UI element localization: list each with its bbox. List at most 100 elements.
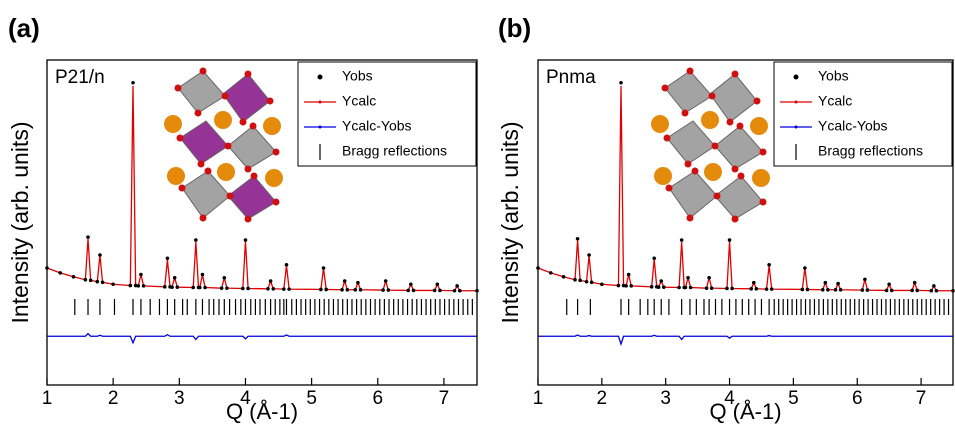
data-point bbox=[165, 256, 170, 261]
data-point bbox=[725, 286, 729, 291]
data-point bbox=[411, 288, 416, 293]
legend-label: Ycalc-Yobs bbox=[342, 118, 412, 134]
x-tick-label: 4 bbox=[240, 388, 251, 409]
data-point bbox=[800, 287, 805, 292]
data-point bbox=[83, 277, 88, 282]
data-point bbox=[889, 288, 894, 293]
panel-title: P21/n bbox=[55, 67, 105, 88]
x-tick-label: 1 bbox=[42, 388, 53, 409]
data-point bbox=[198, 285, 202, 290]
data-point bbox=[833, 287, 838, 292]
legend-box bbox=[773, 61, 953, 167]
data-point bbox=[803, 266, 807, 270]
data-point bbox=[98, 253, 102, 257]
data-point bbox=[884, 288, 889, 293]
data-point bbox=[241, 286, 245, 291]
series-line bbox=[538, 334, 953, 347]
data-point bbox=[170, 285, 174, 289]
data-point bbox=[458, 288, 462, 293]
x-tick-label: 5 bbox=[788, 388, 799, 409]
data-point bbox=[324, 287, 328, 292]
y-axis-label: Intensity (arb. units) bbox=[7, 122, 33, 324]
data-point bbox=[823, 280, 828, 285]
data-point bbox=[683, 285, 688, 290]
data-point bbox=[589, 280, 594, 285]
x-tick-label: 3 bbox=[174, 388, 185, 409]
x-tick-label: 2 bbox=[597, 388, 608, 409]
data-point bbox=[616, 283, 621, 288]
data-point bbox=[619, 80, 623, 85]
legend-symbol bbox=[794, 100, 798, 104]
data-point bbox=[764, 287, 769, 291]
data-point bbox=[353, 287, 358, 292]
data-point bbox=[175, 285, 180, 289]
data-point bbox=[584, 279, 589, 284]
data-point bbox=[709, 286, 714, 290]
legend-symbol bbox=[318, 100, 322, 104]
crystal-structure bbox=[650, 67, 771, 223]
legend-label: Yobs bbox=[818, 68, 849, 84]
data-point bbox=[932, 284, 936, 288]
data-point bbox=[805, 287, 810, 292]
y-axis-label: Intensity (arb. units) bbox=[497, 122, 523, 324]
data-point bbox=[863, 277, 867, 282]
data-point bbox=[246, 286, 250, 291]
data-point bbox=[754, 287, 759, 291]
data-point bbox=[356, 280, 360, 285]
data-point bbox=[826, 287, 830, 292]
data-point bbox=[200, 272, 205, 277]
x-axis-label: Q (Å-1) bbox=[226, 399, 298, 424]
data-point bbox=[561, 274, 566, 279]
data-point bbox=[194, 238, 198, 242]
data-point bbox=[887, 282, 891, 287]
panel-title: Pnma bbox=[546, 67, 596, 88]
data-point bbox=[409, 282, 413, 287]
legend-label: Ycalc bbox=[818, 93, 852, 109]
data-point bbox=[860, 288, 865, 292]
data-point bbox=[704, 286, 709, 290]
data-point bbox=[438, 288, 442, 293]
data-point bbox=[934, 288, 939, 293]
data-point bbox=[128, 283, 133, 288]
data-point bbox=[139, 272, 143, 277]
data-point bbox=[100, 280, 105, 285]
x-axis-label: Q (Å-1) bbox=[709, 399, 781, 424]
data-point bbox=[624, 284, 628, 288]
data-point bbox=[652, 256, 656, 261]
data-point bbox=[172, 275, 177, 280]
data-point bbox=[342, 279, 347, 283]
x-tick-label: 2 bbox=[108, 388, 119, 409]
data-point bbox=[321, 266, 326, 270]
data-point bbox=[435, 282, 440, 287]
legend-label: Bragg reflections bbox=[342, 143, 447, 159]
x-tick-label: 1 bbox=[533, 388, 544, 409]
data-point bbox=[191, 285, 195, 290]
data-point bbox=[767, 262, 771, 267]
legend-symbol bbox=[793, 74, 799, 80]
plot-frame bbox=[537, 59, 954, 386]
legend-symbol bbox=[317, 74, 323, 80]
x-tick-label: 3 bbox=[660, 388, 671, 409]
x-tick-label: 5 bbox=[306, 388, 317, 409]
data-point bbox=[912, 280, 917, 285]
legend-symbol bbox=[794, 125, 798, 129]
data-point bbox=[769, 287, 774, 291]
data-point bbox=[266, 287, 270, 291]
x-tick-label: 6 bbox=[852, 388, 863, 409]
data-point bbox=[578, 278, 582, 283]
data-point bbox=[243, 238, 248, 242]
data-point bbox=[111, 282, 115, 287]
data-point bbox=[455, 284, 459, 288]
data-point bbox=[282, 287, 286, 291]
x-tick-label: 7 bbox=[916, 388, 927, 409]
data-point bbox=[629, 284, 634, 288]
data-point bbox=[838, 287, 843, 292]
data-point bbox=[656, 285, 661, 289]
legend-symbol bbox=[318, 125, 322, 129]
data-point bbox=[287, 287, 291, 291]
data-point bbox=[727, 238, 732, 242]
data-point bbox=[688, 285, 693, 290]
data-point bbox=[162, 285, 167, 289]
data-point bbox=[222, 275, 227, 280]
data-point bbox=[730, 286, 734, 291]
